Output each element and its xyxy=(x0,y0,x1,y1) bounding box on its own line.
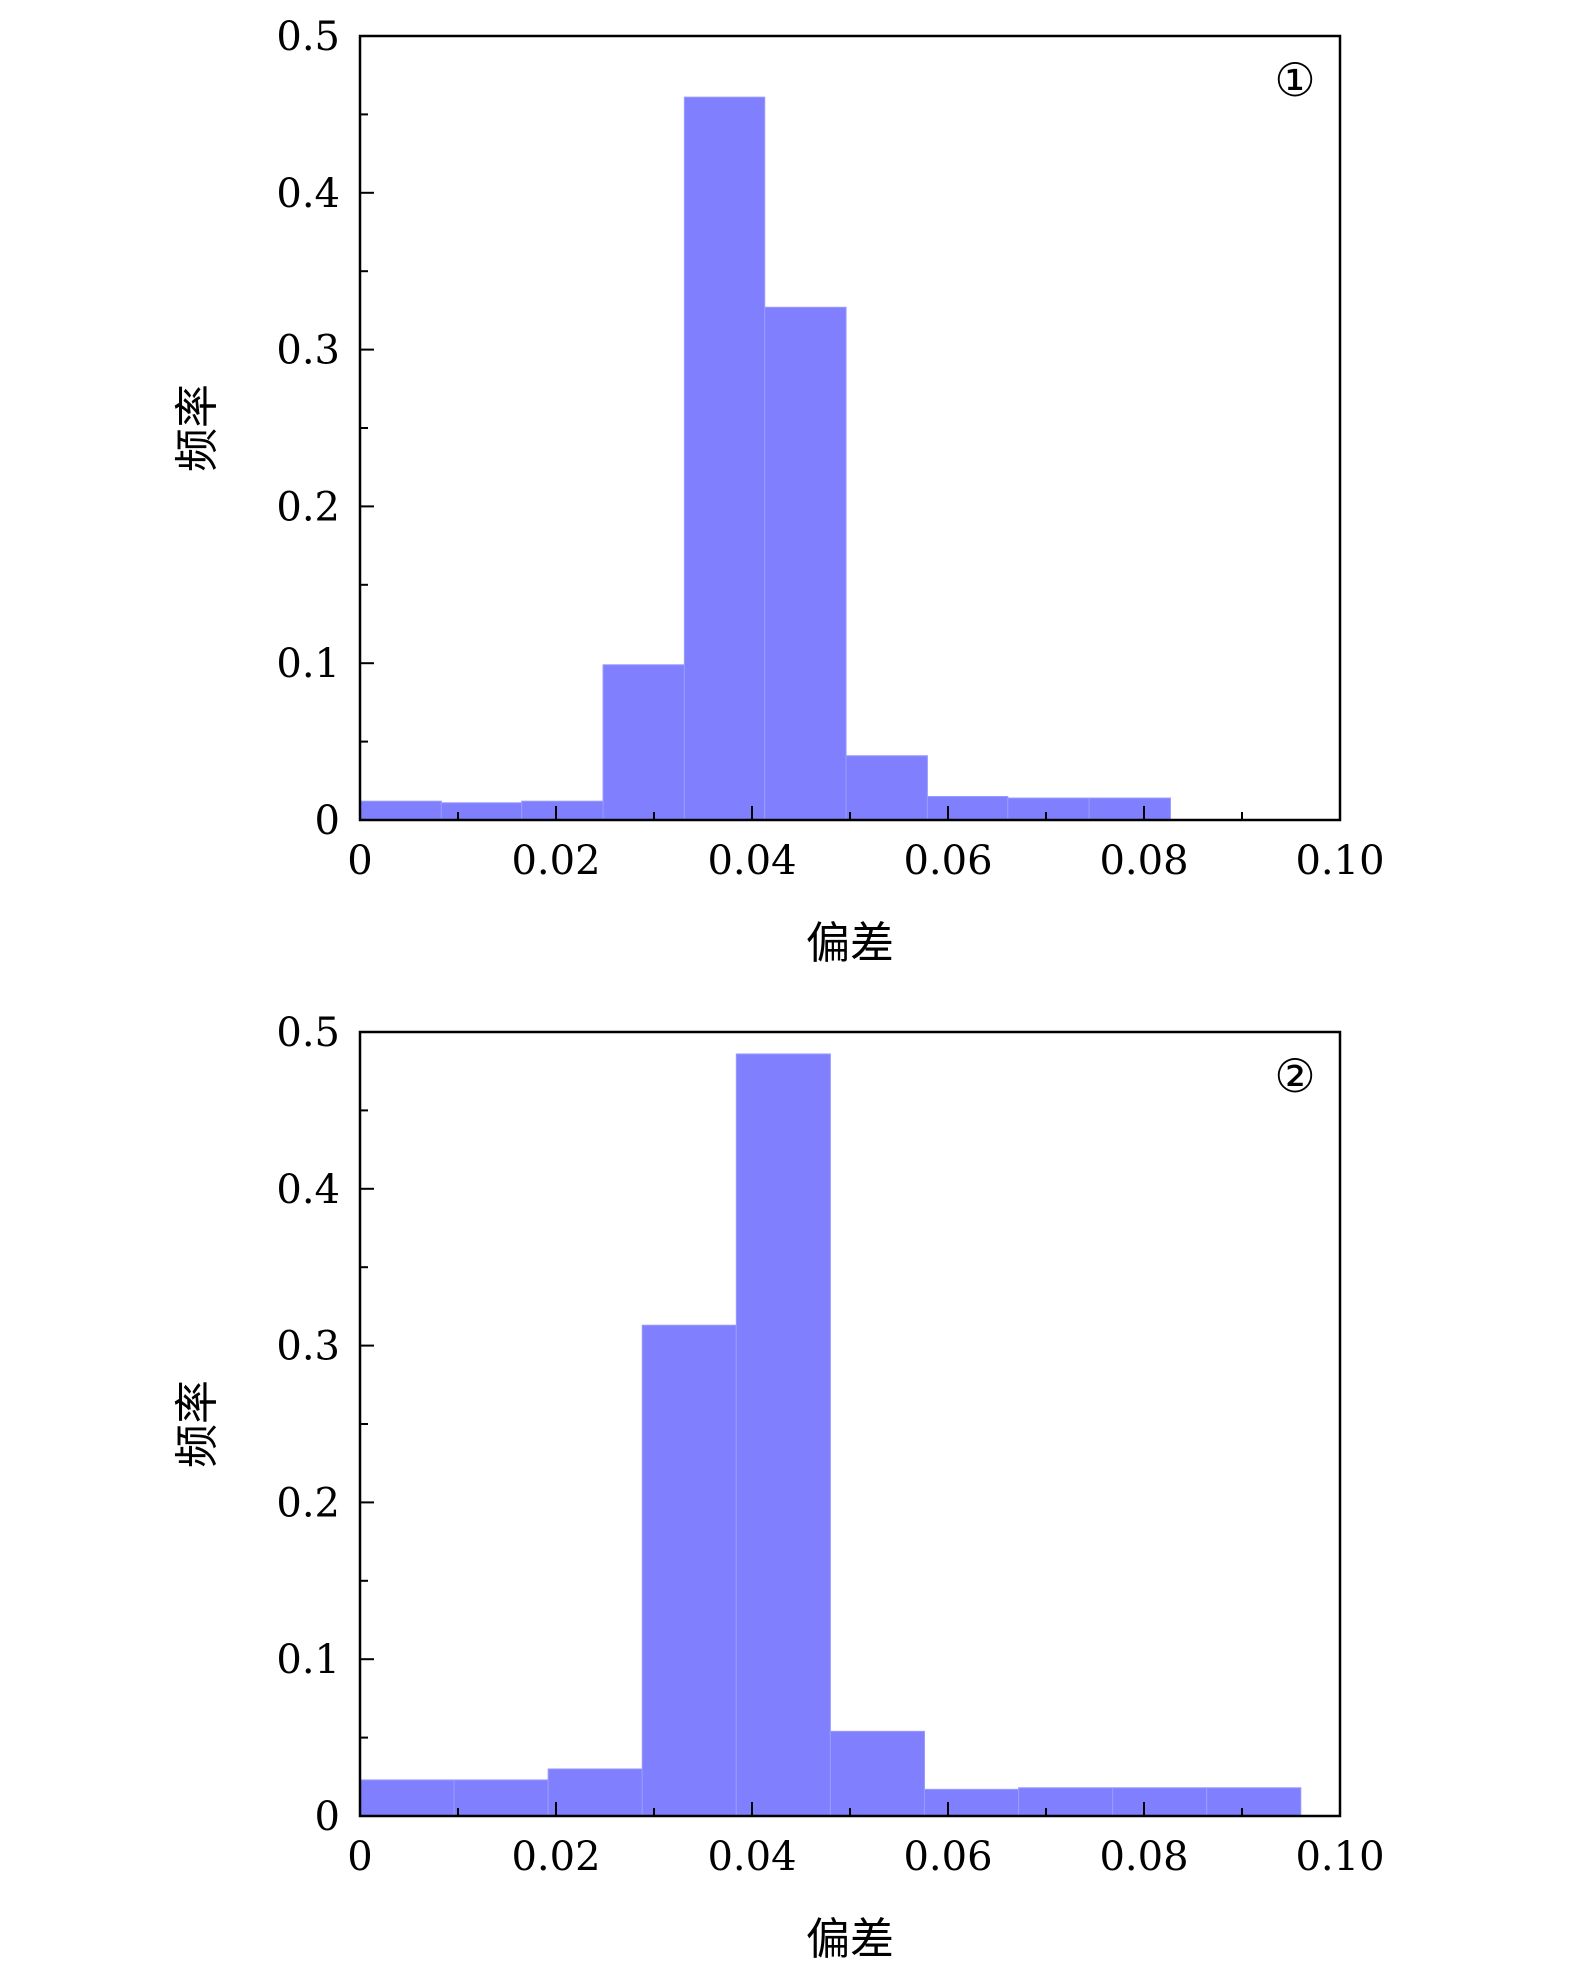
y-tick-label: 0.3 xyxy=(276,1324,340,1370)
plot-frame-2 xyxy=(358,1030,1342,1818)
histogram-bar xyxy=(359,800,442,821)
y-tick-label: 0.2 xyxy=(276,1480,340,1526)
bars-2 xyxy=(359,1053,1302,1817)
histogram-bar xyxy=(829,1730,925,1817)
y-tick-label: 0 xyxy=(315,798,340,844)
panel-tag-2: ② xyxy=(1274,1049,1315,1103)
histogram-bar xyxy=(453,1779,549,1817)
y-tick-label: 0 xyxy=(315,1794,340,1840)
ticks-1: 0 0.02 0.04 0.06 0.08 0.10 0 0.1 0.2 0.3 0.4 0.5 xyxy=(276,14,1384,884)
histogram-bar xyxy=(1112,1787,1208,1817)
histogram-bar xyxy=(926,795,1009,821)
histogram-bar xyxy=(1018,1787,1114,1817)
histogram-bar xyxy=(683,96,766,821)
x-tick-label: 0 xyxy=(347,1834,372,1880)
x-axis-label-2: 偏差 xyxy=(806,1914,894,1965)
y-tick-label: 0.1 xyxy=(276,641,340,687)
x-tick-label: 0.08 xyxy=(1099,838,1188,884)
x-tick-label: 0.10 xyxy=(1295,1834,1384,1880)
bars-1 xyxy=(359,96,1171,821)
histogram-bar xyxy=(764,306,847,821)
x-tick-label: 0.04 xyxy=(707,1834,796,1880)
y-tick-label: 0.5 xyxy=(276,1010,340,1056)
histogram-bar xyxy=(359,1779,455,1817)
histogram-bar xyxy=(923,1788,1020,1817)
y-tick-label: 0.4 xyxy=(276,171,340,217)
histogram-bar xyxy=(735,1053,831,1817)
x-tick-label: 0 xyxy=(347,838,372,884)
histogram-bar xyxy=(547,1768,643,1817)
ticks-2: 0 0.02 0.04 0.06 0.08 0.10 0 0.1 0.2 0.3 0.4 0.5 xyxy=(276,1010,1384,1880)
histogram-bar xyxy=(1206,1787,1302,1817)
histogram-bar xyxy=(440,802,523,821)
x-tick-label: 0.06 xyxy=(903,1834,992,1880)
y-axis-label-1: 频率 xyxy=(172,384,223,472)
x-tick-label: 0.02 xyxy=(511,838,600,884)
x-tick-label: 0.04 xyxy=(707,838,796,884)
histogram-bar xyxy=(845,755,928,821)
y-tick-label: 0.4 xyxy=(276,1167,340,1213)
x-axis-label-1: 偏差 xyxy=(806,918,894,969)
y-tick-label: 0.5 xyxy=(276,14,340,60)
x-tick-label: 0.06 xyxy=(903,838,992,884)
y-tick-label: 0.3 xyxy=(276,328,340,374)
y-axis-label-2: 频率 xyxy=(172,1380,223,1468)
histogram-bar xyxy=(521,800,604,821)
histogram-bar xyxy=(1088,797,1171,821)
y-tick-label: 0.1 xyxy=(276,1637,340,1683)
x-tick-label: 0.08 xyxy=(1099,1834,1188,1880)
histogram-bar xyxy=(641,1324,737,1817)
x-tick-label: 0.02 xyxy=(511,1834,600,1880)
x-tick-label: 0.10 xyxy=(1295,838,1384,884)
y-tick-label: 0.2 xyxy=(276,484,340,530)
histogram-bar xyxy=(602,664,685,821)
plot-frame-1 xyxy=(358,34,1342,822)
histogram-bar xyxy=(1007,797,1090,821)
panel-tag-1: ① xyxy=(1274,53,1315,107)
